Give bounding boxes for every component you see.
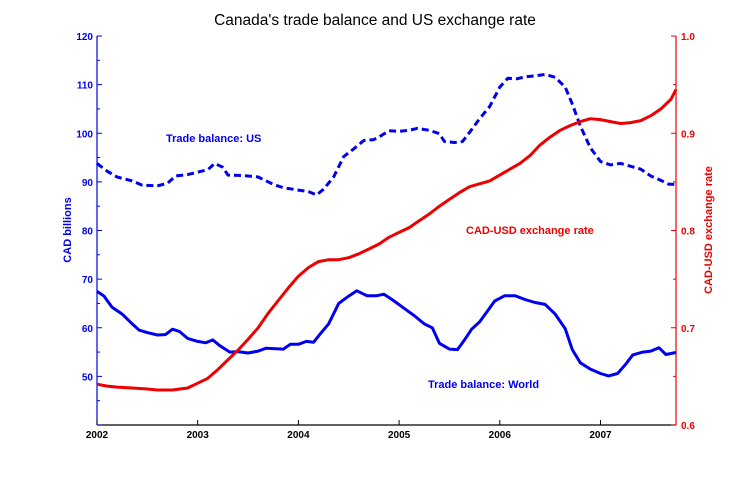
chart-title: Canada's trade balance and US exchange r…	[214, 12, 536, 29]
left-tick-label: 60	[82, 324, 94, 335]
x-tick-label: 2007	[589, 430, 612, 441]
left-tick-label: 100	[76, 129, 93, 140]
left-tick-label: 50	[82, 372, 94, 383]
left-axis-label: CAD billions	[62, 197, 74, 262]
series-line-trade-balance-us	[96, 72, 676, 197]
x-tick-label: 2004	[287, 430, 310, 441]
right-tick-label: 1.0	[681, 32, 695, 43]
right-tick-label: 0.7	[681, 324, 695, 335]
series-lines	[96, 72, 678, 392]
x-tick-label: 2002	[86, 430, 109, 441]
left-tick-label: 110	[77, 81, 94, 92]
right-axis-label: CAD-USD exchange rate	[703, 166, 715, 294]
right-axis-ticks: 0.6 0.7 0.8 0.9 1.0	[671, 32, 695, 432]
left-tick-label: 120	[76, 32, 93, 43]
left-tick-label: 90	[82, 178, 94, 189]
annotation-trade-balance-world: Trade balance: World	[428, 379, 539, 391]
x-tick-label: 2003	[187, 430, 210, 441]
left-tick-label: 70	[82, 275, 94, 286]
x-axis-ticks: 2002 2003 2004 2005 2006 2007	[86, 420, 612, 441]
right-tick-label: 0.8	[681, 227, 695, 238]
annotation-trade-balance-us: Trade balance: US	[166, 133, 261, 145]
right-tick-label: 0.9	[681, 129, 695, 140]
annotation-cad-usd-exchange-rate: CAD-USD exchange rate	[466, 225, 594, 237]
x-tick-label: 2006	[489, 430, 512, 441]
series-line-trade-balance-world	[96, 289, 677, 378]
right-tick-label: 0.6	[681, 421, 695, 432]
left-tick-label: 80	[82, 227, 94, 238]
series-line-cad-usd-exchange-rate	[96, 88, 678, 392]
x-tick-label: 2005	[388, 430, 411, 441]
left-axis-ticks: 50 60 70 80 90 100 110 120	[76, 32, 102, 426]
